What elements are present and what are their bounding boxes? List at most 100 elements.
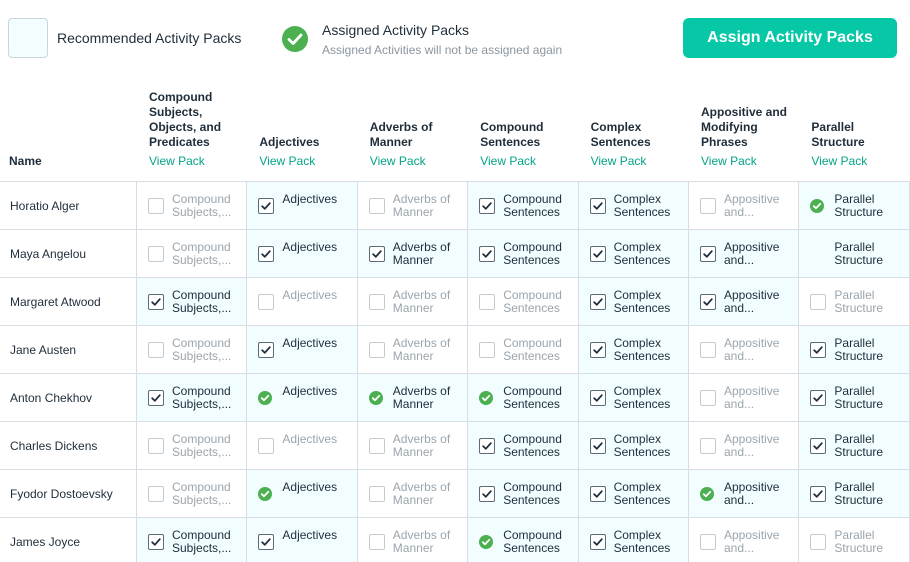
activity-pack-cell[interactable]: Adjectives (247, 182, 358, 229)
checkbox-unchecked[interactable] (700, 438, 716, 454)
activity-pack-cell[interactable]: Compound Sentences (468, 278, 579, 325)
checkbox-unchecked[interactable] (700, 390, 716, 406)
checkbox-checked[interactable] (589, 198, 606, 214)
checkbox-unchecked[interactable] (479, 294, 496, 310)
checkbox-unchecked[interactable] (368, 534, 385, 550)
activity-pack-cell[interactable]: Compound Sentences (468, 182, 579, 229)
checkbox-checked[interactable] (700, 246, 716, 262)
activity-pack-cell[interactable]: Compound Sentences (468, 374, 579, 421)
checkbox-unchecked[interactable] (258, 294, 275, 310)
checkbox-checked[interactable] (479, 198, 496, 214)
activity-pack-cell[interactable]: Compound Sentences (468, 470, 579, 517)
activity-pack-cell[interactable]: Appositive and... (689, 518, 800, 562)
checkbox-unchecked[interactable] (368, 438, 385, 454)
activity-pack-cell[interactable]: Compound Sentences (468, 422, 579, 469)
checkbox-checked[interactable] (479, 486, 496, 502)
view-pack-link[interactable]: View Pack (259, 154, 316, 168)
activity-pack-cell[interactable]: Adverbs of Manner (358, 470, 469, 517)
activity-pack-cell[interactable]: Adjectives (247, 422, 358, 469)
checkbox-unchecked[interactable] (258, 438, 275, 454)
activity-pack-cell[interactable]: Compound Subjects,... (137, 326, 248, 373)
activity-pack-cell[interactable]: Appositive and... (689, 374, 800, 421)
checkbox-checked[interactable] (589, 438, 606, 454)
activity-pack-cell[interactable]: Adverbs of Manner (358, 278, 469, 325)
activity-pack-cell[interactable]: Appositive and... (689, 470, 800, 517)
checkbox-checked[interactable] (148, 534, 164, 550)
checkbox-checked[interactable] (589, 294, 606, 310)
checkbox-checked[interactable] (258, 198, 275, 214)
assign-activity-packs-button[interactable]: Assign Activity Packs (683, 18, 897, 58)
activity-pack-cell[interactable]: Parallel Structure (799, 182, 910, 229)
checkbox-checked[interactable] (258, 246, 275, 262)
activity-pack-cell[interactable]: Complex Sentences (578, 470, 689, 517)
activity-pack-cell[interactable]: Adverbs of Manner (358, 518, 469, 562)
checkbox-checked[interactable] (810, 486, 827, 502)
activity-pack-cell[interactable]: Complex Sentences (578, 230, 689, 277)
activity-pack-cell[interactable]: Complex Sentences (578, 374, 689, 421)
activity-pack-cell[interactable]: Adjectives (247, 326, 358, 373)
activity-pack-cell[interactable]: Compound Subjects,... (137, 278, 248, 325)
checkbox-checked[interactable] (589, 246, 606, 262)
activity-pack-cell[interactable]: Adverbs of Manner (358, 422, 469, 469)
activity-pack-cell[interactable]: Adverbs of Manner (358, 182, 469, 229)
checkbox-checked[interactable] (148, 390, 164, 406)
activity-pack-cell[interactable]: Appositive and... (689, 230, 800, 277)
view-pack-link[interactable]: View Pack (480, 154, 536, 168)
activity-pack-cell[interactable]: Appositive and... (689, 182, 800, 229)
activity-pack-cell[interactable]: Complex Sentences (578, 326, 689, 373)
activity-pack-cell[interactable]: Adjectives (247, 518, 358, 562)
checkbox-unchecked[interactable] (479, 342, 496, 358)
activity-pack-cell[interactable]: Adjectives (247, 374, 358, 421)
checkbox-checked[interactable] (589, 534, 606, 550)
checkbox-checked[interactable] (589, 342, 606, 358)
checkbox-checked[interactable] (258, 342, 275, 358)
view-pack-link[interactable]: View Pack (590, 154, 647, 168)
checkbox-unchecked[interactable] (148, 246, 164, 262)
checkbox-unchecked[interactable] (700, 534, 716, 550)
checkbox-unchecked[interactable] (148, 438, 164, 454)
activity-pack-cell[interactable]: Adjectives (247, 278, 358, 325)
activity-pack-cell[interactable]: Complex Sentences (578, 182, 689, 229)
activity-pack-cell[interactable]: Appositive and... (689, 278, 800, 325)
activity-pack-cell[interactable]: Parallel Structure (799, 374, 910, 421)
activity-pack-cell[interactable]: Appositive and... (689, 422, 800, 469)
checkbox-unchecked[interactable] (810, 534, 827, 550)
activity-pack-cell[interactable]: Compound Sentences (468, 518, 579, 562)
view-pack-link[interactable]: View Pack (149, 154, 205, 168)
checkbox-unchecked[interactable] (700, 198, 716, 214)
activity-pack-cell[interactable]: Complex Sentences (578, 278, 689, 325)
checkbox-checked[interactable] (148, 294, 164, 310)
checkbox-unchecked[interactable] (148, 198, 164, 214)
activity-pack-cell[interactable]: Compound Subjects,... (137, 230, 248, 277)
activity-pack-cell[interactable]: Appositive and... (689, 326, 800, 373)
view-pack-link[interactable]: View Pack (811, 154, 868, 168)
activity-pack-cell[interactable]: Parallel Structure (799, 470, 910, 517)
activity-pack-cell[interactable]: Compound Subjects,... (137, 518, 248, 562)
checkbox-checked[interactable] (258, 534, 275, 550)
checkbox-checked[interactable] (810, 390, 827, 406)
activity-pack-cell[interactable]: Parallel Structure (799, 230, 910, 277)
checkbox-checked[interactable] (589, 486, 606, 502)
checkbox-checked[interactable] (368, 246, 385, 262)
activity-pack-cell[interactable]: Compound Subjects,... (137, 374, 248, 421)
activity-pack-cell[interactable]: Compound Subjects,... (137, 470, 248, 517)
activity-pack-cell[interactable]: Compound Sentences (468, 230, 579, 277)
activity-pack-cell[interactable]: Compound Sentences (468, 326, 579, 373)
activity-pack-cell[interactable]: Adverbs of Manner (358, 326, 469, 373)
checkbox-unchecked[interactable] (148, 342, 164, 358)
activity-pack-cell[interactable]: Complex Sentences (578, 518, 689, 562)
checkbox-unchecked[interactable] (368, 486, 385, 502)
checkbox-unchecked[interactable] (148, 486, 164, 502)
checkbox-unchecked[interactable] (368, 342, 385, 358)
activity-pack-cell[interactable]: Complex Sentences (578, 422, 689, 469)
checkbox-checked[interactable] (810, 342, 827, 358)
view-pack-link[interactable]: View Pack (701, 154, 757, 168)
view-pack-link[interactable]: View Pack (369, 154, 426, 168)
activity-pack-cell[interactable]: Adverbs of Manner (357, 230, 469, 277)
checkbox-checked[interactable] (479, 246, 496, 262)
checkbox-unchecked[interactable] (368, 198, 385, 214)
activity-pack-cell[interactable]: Parallel Structure (799, 326, 910, 373)
checkbox-checked[interactable] (810, 438, 827, 454)
checkbox-unchecked[interactable] (368, 294, 385, 310)
checkbox-checked[interactable] (700, 294, 716, 310)
